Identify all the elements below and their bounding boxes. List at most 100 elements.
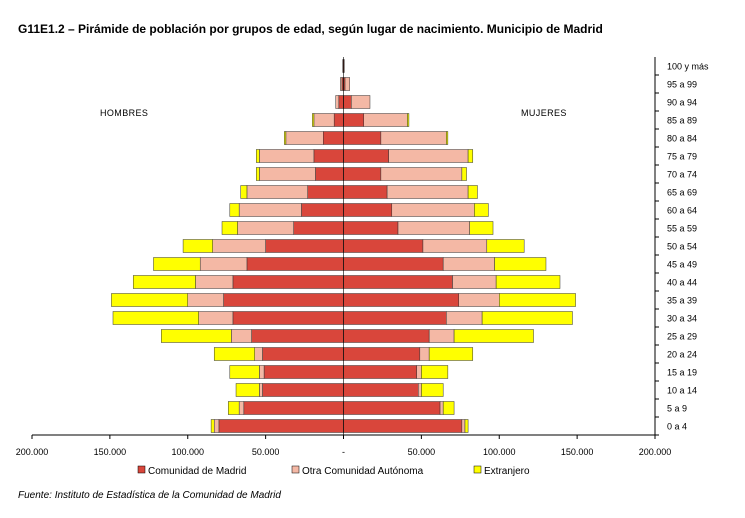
bar-hombres-otra-7 xyxy=(187,293,224,307)
legend-swatch-comunidad xyxy=(137,465,146,474)
bar-mujeres-otra-9 xyxy=(442,257,495,271)
bar-mujeres-otra-6 xyxy=(446,311,483,325)
bar-mujeres-otra-5 xyxy=(428,329,455,343)
bar-mujeres-comunidad-16 xyxy=(343,131,382,145)
bar-hombres-extranjero-16 xyxy=(284,131,287,145)
bar-mujeres-extranjero-7 xyxy=(499,293,576,307)
y-tick-label: 55 a 59 xyxy=(667,224,697,234)
bar-mujeres-comunidad-13 xyxy=(343,185,388,199)
y-tick-label: 0 a 4 xyxy=(667,422,687,432)
bar-mujeres-extranjero-15 xyxy=(467,149,474,163)
bar-hombres-extranjero-3 xyxy=(229,365,260,379)
y-tick-label: 50 a 54 xyxy=(667,242,697,252)
bar-hombres-extranjero-5 xyxy=(161,329,232,343)
y-tick-label: 5 a 9 xyxy=(667,404,687,414)
bar-hombres-extranjero-10 xyxy=(182,239,213,253)
bar-hombres-extranjero-9 xyxy=(153,257,201,271)
bar-mujeres-otra-17 xyxy=(363,113,408,127)
y-tick-label: 30 a 34 xyxy=(667,314,697,324)
bar-mujeres-comunidad-4 xyxy=(343,347,421,361)
x-tick-label: 200.000 xyxy=(16,447,49,457)
y-tick-labels: 0 a 4 5 a 9 10 a 14 15 a 19 20 a 24 25 a 29 30… xyxy=(655,62,709,436)
bar-hombres-comunidad-8 xyxy=(232,275,344,289)
bar-hombres-otra-16 xyxy=(285,131,324,145)
bar-hombres-otra-17 xyxy=(313,113,335,127)
x-tick-label: 150.000 xyxy=(561,447,594,457)
bar-hombres-comunidad-16 xyxy=(323,131,344,145)
y-tick-label: 90 a 94 xyxy=(667,98,697,108)
bar-hombres-extranjero-2 xyxy=(235,383,260,397)
bar-hombres-extranjero-14 xyxy=(256,167,260,181)
bar-mujeres-comunidad-1 xyxy=(343,401,441,415)
bar-mujeres-extranjero-12 xyxy=(474,203,489,217)
bar-mujeres-extranjero-14 xyxy=(461,167,467,181)
bar-hombres-comunidad-9 xyxy=(246,257,344,271)
bar-hombres-extranjero-8 xyxy=(132,275,196,289)
bar-mujeres-comunidad-9 xyxy=(343,257,444,271)
y-tick-label: 65 a 69 xyxy=(667,188,697,198)
bar-mujeres-extranjero-3 xyxy=(421,365,449,379)
legend: Comunidad de Madrid Otra Comunidad Autón… xyxy=(137,465,530,477)
y-tick-label: 35 a 39 xyxy=(667,296,697,306)
y-tick-label: 20 a 24 xyxy=(667,350,697,360)
bar-mujeres-comunidad-12 xyxy=(343,203,393,217)
bar-mujeres-otra-0 xyxy=(461,419,466,433)
bar-hombres-extranjero-17 xyxy=(312,113,315,127)
y-tick-label: 85 a 89 xyxy=(667,116,697,126)
mujeres-label: MUJERES xyxy=(521,108,567,118)
bar-hombres-otra-19 xyxy=(340,77,343,91)
bar-mujeres-otra-18 xyxy=(351,95,371,109)
y-tick-label: 25 a 29 xyxy=(667,332,697,342)
bar-mujeres-comunidad-3 xyxy=(343,365,417,379)
bar-mujeres-otra-7 xyxy=(458,293,500,307)
bar-hombres-otra-18 xyxy=(335,95,340,109)
bar-hombres-comunidad-12 xyxy=(301,203,344,217)
bar-hombres-comunidad-3 xyxy=(263,365,344,379)
bar-hombres-comunidad-6 xyxy=(232,311,344,325)
bar-hombres-comunidad-18 xyxy=(338,95,344,109)
bar-hombres-comunidad-13 xyxy=(307,185,344,199)
bar-mujeres-extranjero-17 xyxy=(407,113,410,127)
y-tick-label: 40 a 44 xyxy=(667,278,697,288)
bar-mujeres-comunidad-8 xyxy=(343,275,453,289)
y-tick-label: 10 a 14 xyxy=(667,386,697,396)
bar-mujeres-otra-19 xyxy=(344,77,350,91)
bar-mujeres-comunidad-7 xyxy=(343,293,460,307)
bar-hombres-otra-10 xyxy=(212,239,266,253)
legend-swatch-otra xyxy=(291,465,300,474)
x-tick-label: - xyxy=(342,447,345,457)
legend-label-extranjero: Extranjero xyxy=(484,466,530,477)
bar-mujeres-comunidad-6 xyxy=(343,311,447,325)
x-tick-label: 150.000 xyxy=(94,447,127,457)
bar-mujeres-comunidad-14 xyxy=(343,167,382,181)
bar-mujeres-extranjero-4 xyxy=(428,347,474,361)
bar-mujeres-otra-11 xyxy=(397,221,470,235)
page-title: G11E1.2 – Pirámide de población por grup… xyxy=(18,22,603,36)
source-note: Fuente: Instituto de Estadística de la C… xyxy=(18,490,281,501)
bar-mujeres-otra-16 xyxy=(380,131,447,145)
bar-hombres-otra-14 xyxy=(259,167,316,181)
bar-mujeres-otra-14 xyxy=(380,167,463,181)
bar-mujeres-otra-13 xyxy=(386,185,469,199)
y-tick-label: 70 a 74 xyxy=(667,170,697,180)
legend-label-comunidad: Comunidad de Madrid xyxy=(148,466,246,477)
bar-hombres-comunidad-2 xyxy=(262,383,344,397)
bar-mujeres-comunidad-0 xyxy=(343,419,463,433)
bar-hombres-comunidad-15 xyxy=(313,149,344,163)
bars-layer xyxy=(111,57,576,435)
bar-mujeres-extranjero-8 xyxy=(495,275,561,289)
bar-hombres-otra-1 xyxy=(238,401,245,415)
bar-mujeres-otra-3 xyxy=(416,365,422,379)
bar-hombres-otra-2 xyxy=(259,383,263,397)
bar-hombres-otra-15 xyxy=(259,149,315,163)
bar-mujeres-otra-12 xyxy=(391,203,475,217)
bar-mujeres-comunidad-11 xyxy=(343,221,399,235)
bar-hombres-otra-13 xyxy=(246,185,308,199)
y-tick-label: 15 a 19 xyxy=(667,368,697,378)
bar-hombres-comunidad-11 xyxy=(293,221,344,235)
legend-label-otra: Otra Comunidad Autónoma xyxy=(302,466,424,477)
bar-mujeres-otra-2 xyxy=(418,383,422,397)
bar-hombres-comunidad-14 xyxy=(315,167,344,181)
bar-hombres-otra-3 xyxy=(259,365,265,379)
